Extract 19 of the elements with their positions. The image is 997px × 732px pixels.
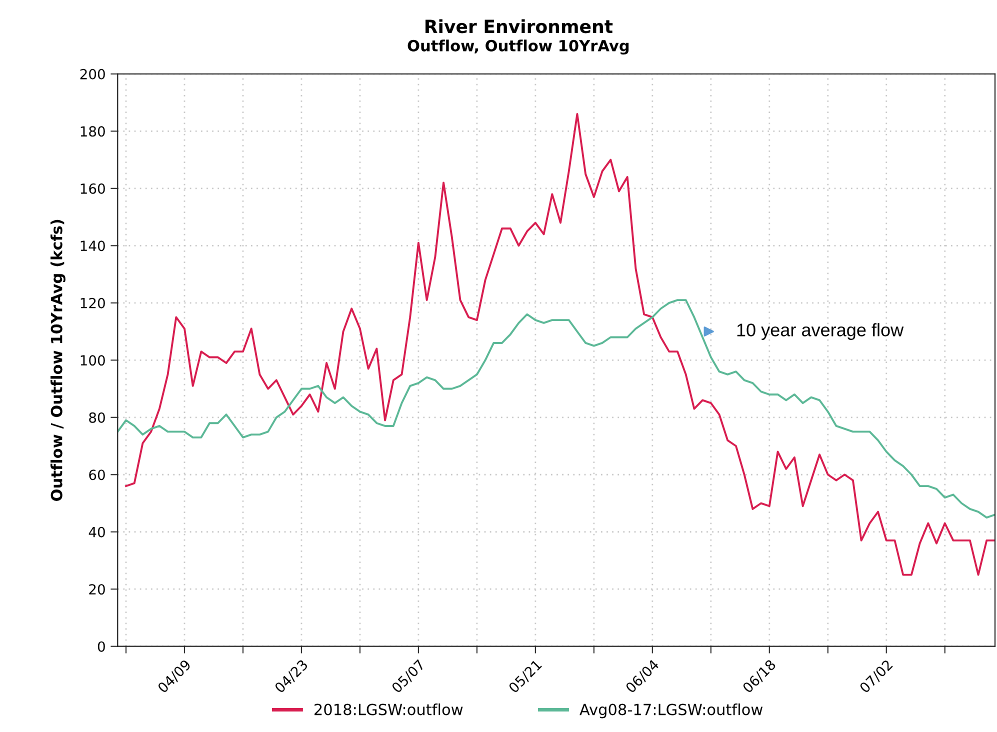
y-tick-label: 40 <box>88 526 105 538</box>
y-tick-label: 80 <box>89 412 105 423</box>
line-series <box>118 299 996 519</box>
line-series <box>125 113 996 576</box>
legend-label: 2018:LGSW:outflow <box>314 703 463 716</box>
y-tick-label: 60 <box>89 470 105 480</box>
y-tick-label: 20 <box>89 584 105 595</box>
y-tick-label: 120 <box>80 298 105 308</box>
y-tick-label: 100 <box>80 355 105 366</box>
y-tick-label: 0 <box>98 641 105 652</box>
annotation: 10 year average flow <box>737 323 904 340</box>
y-tick-label: 200 <box>80 68 105 80</box>
y-tick-label: 140 <box>80 240 105 252</box>
y-axis-title: Outflow / Outflow 10YrAvg (kcfs) <box>50 220 66 501</box>
legend-label: Avg08-17:LGSW:outflow <box>580 703 763 718</box>
chart-subtitle: Outflow, Outflow 10YrAvg <box>408 40 629 55</box>
chart-title: River Environment <box>426 19 613 34</box>
y-tick-label: 160 <box>80 183 105 194</box>
y-tick-label: 180 <box>80 126 105 137</box>
